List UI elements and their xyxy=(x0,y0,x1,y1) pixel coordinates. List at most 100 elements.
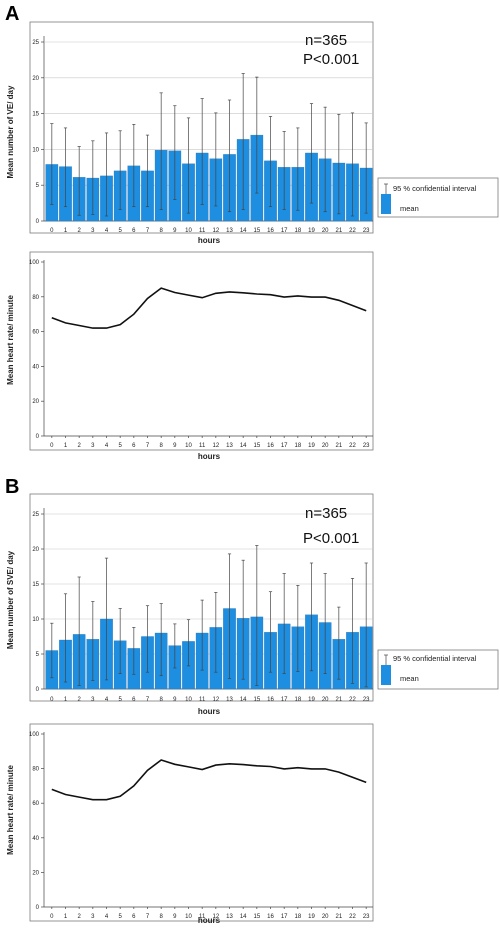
legend-a-mean-swatch xyxy=(381,194,391,214)
b-sve-xtick-label: 2 xyxy=(77,697,81,703)
b-sve-xtick-label: 1 xyxy=(64,697,68,703)
a-ve-xtick-label: 20 xyxy=(322,228,329,234)
legend-b-ci-label: 95 % confidential interval xyxy=(393,654,477,663)
b-sve-xtick-label: 17 xyxy=(281,697,288,703)
legend-b-frame xyxy=(377,649,499,690)
a-hr-xtick-label: 3 xyxy=(91,443,95,449)
b-sve-xtick-label: 13 xyxy=(226,697,233,703)
a-ve-xlabel: hours xyxy=(198,236,221,245)
a-hr-xtick-label: 18 xyxy=(294,443,301,449)
b-sve-xtick-label: 23 xyxy=(363,697,370,703)
b-sve-xtick-label: 21 xyxy=(335,697,342,703)
a-ve-xtick-label: 14 xyxy=(240,228,247,234)
annotation-p-b: P<0.001 xyxy=(303,530,359,547)
a-ve-xtick-label: 18 xyxy=(294,228,301,234)
b-sve-xlabel: hours xyxy=(198,707,221,716)
b-hr-xtick-label: 19 xyxy=(308,914,315,920)
b-sve-xtick-label: 4 xyxy=(105,697,109,703)
legend-a-frame xyxy=(377,177,499,218)
a-ve-xtick-label: 12 xyxy=(212,228,219,234)
panel-letter-b: B xyxy=(5,476,19,498)
b-sve-xtick-label: 9 xyxy=(173,697,177,703)
a-hr-xtick-label: 19 xyxy=(308,443,315,449)
b-hr-xtick-label: 8 xyxy=(159,914,163,920)
a-hr-xtick-label: 22 xyxy=(349,443,356,449)
b-hr-xtick-label: 6 xyxy=(132,914,136,920)
a-hr-xtick-label: 9 xyxy=(173,443,177,449)
b-sve-xtick-label: 20 xyxy=(322,697,329,703)
a-hr-xtick-label: 20 xyxy=(322,443,329,449)
a-hr-xtick-label: 8 xyxy=(159,443,163,449)
a-hr-xtick-label: 4 xyxy=(105,443,109,449)
b-hr-xtick-label: 22 xyxy=(349,914,356,920)
legend-b: 95 % confidential interval mean xyxy=(377,649,499,690)
legend-a-ci-label: 95 % confidential interval xyxy=(393,184,477,193)
b-hr-ytick-label: 40 xyxy=(32,836,39,842)
a-hr-xtick-label: 12 xyxy=(212,443,219,449)
b-hr-series-line xyxy=(51,759,367,801)
a-ve-ytick-label: 10 xyxy=(32,147,39,153)
b-sve-ylabel: Mean number of SVE/ day xyxy=(6,550,15,649)
b-sve-xtick-label: 8 xyxy=(159,697,163,703)
a-hr-xtick-label: 1 xyxy=(64,443,68,449)
a-hr-xtick-label: 7 xyxy=(146,443,150,449)
a-ve-xtick-label: 13 xyxy=(226,228,233,234)
a-hr-ytick-label: 60 xyxy=(32,330,39,336)
a-ve-xtick-label: 19 xyxy=(308,228,315,234)
b-hr-xtick-label: 15 xyxy=(253,914,260,920)
b-sve-ytick-label: 10 xyxy=(32,617,39,623)
annotation-n-b: n=365 xyxy=(305,505,347,522)
legend-b-mean-label: mean xyxy=(400,674,419,683)
b-sve-xtick-label: 16 xyxy=(267,697,274,703)
b-sve-ytick-label: 15 xyxy=(32,582,39,588)
b-sve-ytick-label: 5 xyxy=(36,652,40,658)
b-hr-xtick-label: 16 xyxy=(267,914,274,920)
a-hr-series-line xyxy=(51,287,367,329)
b-hr-ytick-label: 100 xyxy=(29,732,40,738)
a-hr-xtick-label: 14 xyxy=(240,443,247,449)
a-hr-ytick-label: 100 xyxy=(29,260,40,266)
a-ve-xtick-label: 2 xyxy=(77,228,81,234)
b-hr-xtick-label: 2 xyxy=(77,914,81,920)
a-hr-ytick-label: 0 xyxy=(36,434,40,440)
a-hr-xtick-label: 21 xyxy=(335,443,342,449)
a-hr-xtick-label: 10 xyxy=(185,443,192,449)
a-ve-xtick-label: 1 xyxy=(64,228,68,234)
a-hr-ytick-label: 20 xyxy=(32,399,39,405)
a-ve-xtick-label: 17 xyxy=(281,228,288,234)
b-hr-xtick-label: 7 xyxy=(146,914,150,920)
a-hr-xtick-label: 15 xyxy=(253,443,260,449)
a-ve-xtick-label: 5 xyxy=(118,228,122,234)
b-hr-ytick-label: 80 xyxy=(32,767,39,773)
a-hr-xtick-label: 23 xyxy=(363,443,370,449)
b-sve-xtick-label: 22 xyxy=(349,697,356,703)
a-ve-xtick-label: 22 xyxy=(349,228,356,234)
a-ve-xtick-label: 16 xyxy=(267,228,274,234)
a-hr-xtick-label: 16 xyxy=(267,443,274,449)
b-sve-ytick-label: 0 xyxy=(36,687,40,693)
b-sve-xtick-label: 7 xyxy=(146,697,150,703)
b-hr-xtick-label: 17 xyxy=(281,914,288,920)
b-hr-xtick-label: 13 xyxy=(226,914,233,920)
b-sve-xtick-label: 10 xyxy=(185,697,192,703)
a-ve-ytick-label: 25 xyxy=(32,40,39,46)
b-sve-xtick-label: 19 xyxy=(308,697,315,703)
a-hr-xtick-label: 2 xyxy=(77,443,81,449)
a-hr-xtick-label: 13 xyxy=(226,443,233,449)
b-sve-frame xyxy=(29,493,374,702)
annotation-p-a: P<0.001 xyxy=(303,51,359,68)
b-hr-xtick-label: 4 xyxy=(105,914,109,920)
annotation-n-a: n=365 xyxy=(305,32,347,49)
b-hr-ylabel: Mean heart rate/ minute xyxy=(6,765,15,855)
a-hr-xtick-label: 0 xyxy=(50,443,54,449)
b-sve-ytick-label: 20 xyxy=(32,547,39,553)
b-sve-xtick-label: 5 xyxy=(118,697,122,703)
panel-letter-a: A xyxy=(5,3,19,25)
a-hr-ytick-label: 40 xyxy=(32,364,39,370)
a-ve-ylabel: Mean number of VE/ day xyxy=(6,85,15,178)
